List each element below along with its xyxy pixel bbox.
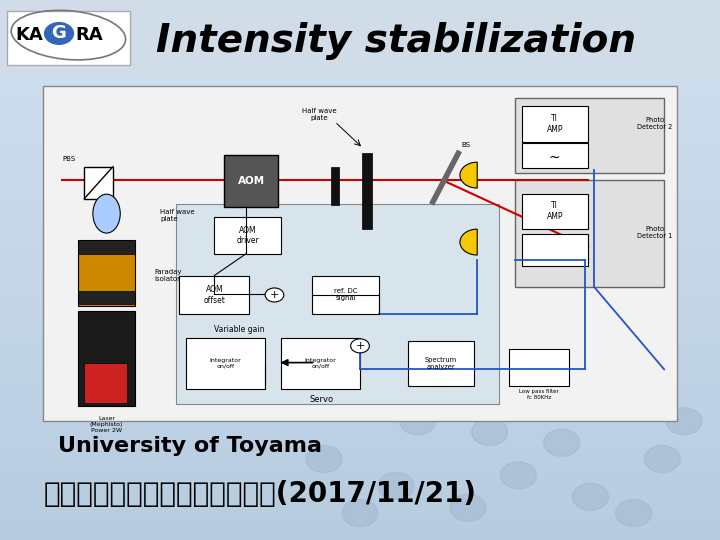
Text: Intensity stabilization: Intensity stabilization [156, 22, 636, 59]
Bar [186, 338, 265, 389]
Bar [521, 143, 588, 168]
Text: +: + [355, 341, 365, 351]
Text: BS: BS [462, 141, 470, 147]
Text: PBS: PBS [62, 156, 76, 162]
Bar [521, 234, 588, 266]
Circle shape [644, 446, 680, 472]
Bar [0, 0, 720, 76]
Circle shape [450, 494, 486, 521]
Text: Half wave
plate: Half wave plate [161, 209, 195, 222]
Text: AOM
offset: AOM offset [203, 285, 225, 305]
Text: Photo
Detector 2: Photo Detector 2 [637, 117, 672, 130]
Text: ~: ~ [549, 151, 560, 165]
Circle shape [472, 418, 508, 445]
Text: RA: RA [76, 26, 103, 44]
Bar [224, 155, 278, 207]
Bar [78, 291, 135, 304]
Circle shape [544, 429, 580, 456]
Bar [78, 240, 135, 254]
Circle shape [572, 483, 608, 510]
Text: Half wave
plate: Half wave plate [302, 108, 336, 121]
Ellipse shape [93, 194, 120, 233]
Text: Integrator
on/off: Integrator on/off [210, 358, 241, 369]
Bar [176, 204, 500, 404]
Text: 古畑貴行、強度安定化レビュー(2017/11/21): 古畑貴行、強度安定化レビュー(2017/11/21) [43, 480, 476, 508]
Bar [7, 11, 130, 65]
Wedge shape [460, 229, 477, 255]
Circle shape [351, 339, 369, 353]
Circle shape [265, 288, 284, 302]
Text: Photo
Detector 1: Photo Detector 1 [637, 226, 672, 239]
Text: +: + [270, 290, 279, 300]
Text: KA: KA [16, 26, 44, 44]
Text: Variable gain: Variable gain [215, 325, 265, 334]
Bar [509, 349, 569, 386]
Bar [215, 217, 281, 254]
Text: Faraday
Isolator: Faraday Isolator [154, 269, 181, 282]
Circle shape [666, 408, 702, 435]
Bar [362, 153, 372, 229]
Circle shape [342, 500, 378, 526]
Circle shape [500, 462, 536, 489]
Wedge shape [460, 162, 477, 188]
Bar [331, 167, 339, 205]
Circle shape [45, 23, 73, 44]
Text: Integrator
on/off: Integrator on/off [305, 358, 336, 369]
Circle shape [400, 408, 436, 435]
Text: Low pass filter
fc 80KHz: Low pass filter fc 80KHz [519, 389, 559, 400]
Text: AOM
driver: AOM driver [236, 226, 259, 245]
Bar [516, 180, 664, 287]
Text: G: G [52, 24, 66, 43]
Bar [78, 310, 135, 406]
Bar [84, 167, 113, 199]
Text: TI
AMP: TI AMP [546, 114, 563, 134]
Text: Laser
(Mephisto)
Power 2W: Laser (Mephisto) Power 2W [90, 416, 123, 433]
Circle shape [306, 446, 342, 472]
Bar [521, 106, 588, 141]
Bar [179, 275, 249, 314]
Bar [516, 98, 664, 173]
Text: TI
AMP: TI AMP [546, 201, 563, 221]
Bar [312, 275, 379, 314]
Bar [521, 193, 588, 229]
Bar [43, 86, 677, 421]
Circle shape [616, 500, 652, 526]
Text: Servo: Servo [310, 395, 334, 404]
Bar [281, 338, 360, 389]
Text: Spectrum
analyzer: Spectrum analyzer [425, 357, 457, 370]
Text: ref. DC
signal: ref. DC signal [334, 288, 358, 301]
Circle shape [378, 472, 414, 500]
Bar [408, 341, 474, 386]
Text: University of Toyama: University of Toyama [58, 435, 322, 456]
Bar [84, 363, 127, 403]
Text: AOM: AOM [238, 176, 264, 186]
Bar [78, 240, 135, 306]
